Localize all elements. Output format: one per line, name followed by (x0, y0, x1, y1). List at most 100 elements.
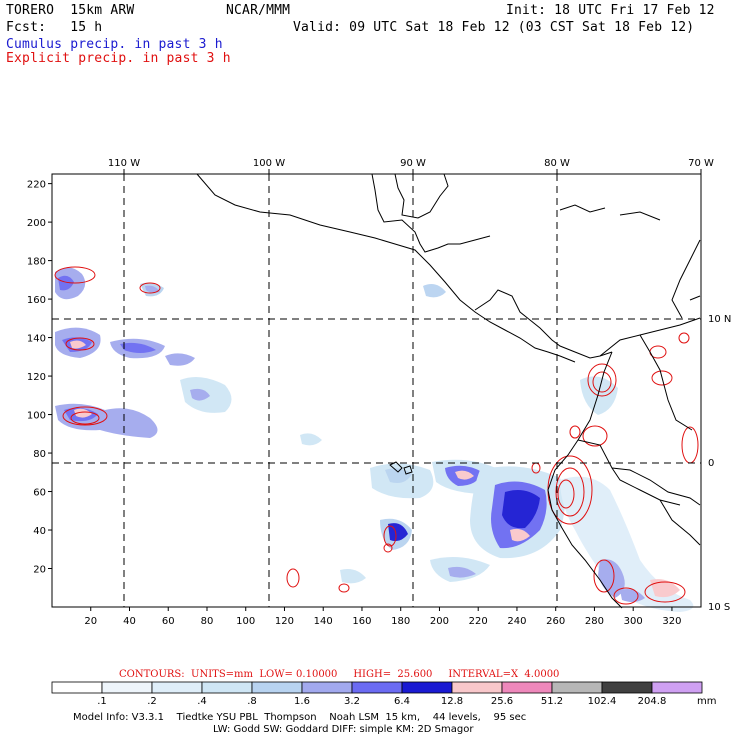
precip-patch (300, 433, 322, 446)
x-tick-label: 120 (275, 616, 294, 627)
colorbar-swatch (251, 681, 303, 694)
colorbar-swatches (51, 681, 703, 694)
red-contour (681, 426, 699, 464)
contours-high: HIGH= 25.600 (353, 669, 433, 680)
contours-low: LOW= 0.10000 (259, 669, 338, 680)
grid-lines (52, 174, 701, 607)
y-tick-label: 100 (27, 411, 46, 422)
x-tick-label: 40 (123, 616, 136, 627)
colorbar-swatch (501, 681, 553, 694)
colorbar-unit: mm (697, 696, 716, 707)
x-tick-label: 20 (84, 616, 97, 627)
x-tick-label: 320 (662, 616, 681, 627)
precip-patch (650, 579, 680, 598)
map-frame (51, 173, 702, 608)
y-tick-label: 120 (27, 372, 46, 383)
red-contour (592, 371, 612, 393)
init-time: Init: 18 UTC Fri 17 Feb 12 (506, 3, 715, 18)
precip-patch (560, 476, 694, 612)
border-peru (611, 467, 701, 506)
y-axis-ticks: 220 200 180 160 140 120 100 80 60 40 20 (27, 180, 52, 576)
x-tick-label: 100 (236, 616, 255, 627)
red-contour (557, 479, 575, 509)
colorbar-level-label: .2 (147, 696, 157, 707)
model-title: TORERO 15km ARW (6, 3, 135, 18)
y-tick-label: 20 (33, 565, 46, 576)
x-axis-ticks: 20 40 60 80 100 120 140 160 180 200 220 240 260 280 30… (84, 607, 681, 627)
x-tick-label: 140 (314, 616, 333, 627)
colorbar-swatch (551, 681, 603, 694)
colorbar-labels: .1 .2 .4 .8 1.6 3.2 6.4 12.8 25.6 51.2 102.4 204.8 (97, 696, 666, 707)
red-contour (62, 406, 108, 426)
precip-patch (510, 528, 530, 542)
red-contour (383, 525, 397, 547)
red-contour (569, 425, 581, 439)
coastline-yucatan (394, 173, 449, 219)
colorbar: .1.2.4.8 1.6 3.2 6.4 12.8 25.6 51.2 102.4 204.8 … (51, 681, 716, 707)
colorbar-level-label: .4 (197, 696, 207, 707)
precip-patch (120, 342, 156, 353)
contours-label: CONTOURS: (119, 669, 185, 680)
org-label: NCAR/MMM (226, 3, 291, 18)
red-contour (70, 411, 100, 425)
precip-fills (55, 267, 694, 612)
x-tick-label: 80 (201, 616, 214, 627)
precip-patch (70, 340, 86, 349)
red-contour (651, 370, 673, 386)
x-tick-label: 60 (162, 616, 175, 627)
lat-label: 10 N (708, 314, 731, 325)
colorbar-level-label: .1 (97, 696, 107, 707)
colorbar-swatch (151, 681, 203, 694)
y-tick-label: 140 (27, 334, 46, 345)
colorbar-level-label: 25.6 (491, 696, 513, 707)
coastline-mexico (196, 173, 576, 363)
coastline-gulf (371, 173, 491, 253)
colorbar-level-label: 1.6 (294, 696, 310, 707)
colorbar-level-label: 3.2 (344, 696, 360, 707)
precip-patch (502, 490, 540, 529)
y-tick-label: 80 (33, 449, 46, 460)
x-tick-label: 220 (469, 616, 488, 627)
colorbar-swatch (401, 681, 453, 694)
red-contour (613, 587, 639, 605)
lat-label: 10 S (708, 602, 730, 613)
valid-time: Valid: 09 UTC Sat 18 Feb 12 (03 CST Sat … (293, 20, 695, 35)
colorbar-level-label: 204.8 (638, 696, 667, 707)
caribbean-islands (559, 204, 701, 319)
precip-patch (340, 569, 366, 584)
colorbar-swatch (101, 681, 153, 694)
y-tick-label: 200 (27, 218, 46, 229)
precip-patch (448, 566, 476, 578)
precip-patch (74, 408, 92, 418)
precip-patch (423, 284, 446, 298)
venezuela-coast (689, 295, 701, 301)
colorbar-swatch (301, 681, 353, 694)
contours-interval: INTERVAL=X 4.0000 (448, 669, 560, 680)
precip-patch (598, 559, 625, 598)
x-tick-label: 240 (507, 616, 526, 627)
x-tick-label: 200 (430, 616, 449, 627)
x-tick-label: 180 (391, 616, 410, 627)
colorbar-level-label: 102.4 (588, 696, 617, 707)
lat-label: 0 (708, 458, 714, 469)
precip-patch (165, 353, 195, 366)
x-tick-label: 280 (585, 616, 604, 627)
red-contour (678, 332, 690, 344)
coastline-pacific-sa (547, 351, 623, 609)
lon-label: 70 W (688, 158, 714, 169)
colorbar-swatch (51, 681, 103, 694)
y-tick-label: 220 (27, 180, 46, 191)
lon-label: 90 W (400, 158, 426, 169)
colorbar-level-label: 51.2 (541, 696, 563, 707)
y-tick-label: 160 (27, 295, 46, 306)
precip-patch (190, 388, 210, 401)
x-tick-label: 260 (546, 616, 565, 627)
colorbar-swatch (451, 681, 503, 694)
precip-patch (620, 589, 645, 603)
border-colombia-venezuela (639, 334, 693, 431)
colorbar-level-label: 6.4 (394, 696, 410, 707)
colorbar-level-label: 12.8 (441, 696, 463, 707)
x-tick-label: 300 (624, 616, 643, 627)
lon-label: 100 W (253, 158, 285, 169)
red-contour (644, 581, 686, 603)
